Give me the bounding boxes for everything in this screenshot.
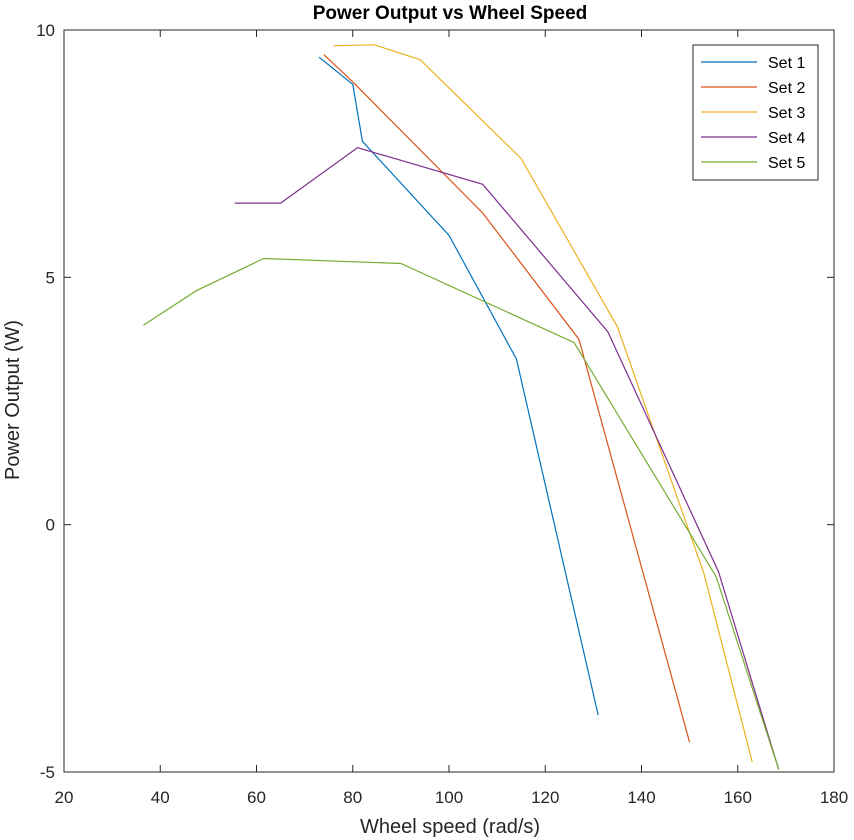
y-tick-label: -5 (40, 763, 55, 782)
x-tick-label: 80 (343, 788, 362, 807)
x-tick-label: 160 (724, 788, 752, 807)
series-line-set-2 (323, 54, 691, 743)
ticks-group: 20 40 60 80 100 120 140 160 180 -5 0 5 10 (36, 21, 848, 807)
legend-label-set-3: Set 3 (768, 105, 805, 122)
legend-label-set-2: Set 2 (768, 80, 805, 97)
y-axis-label: Power Output (W) (2, 320, 24, 480)
series-line-set-4 (234, 147, 780, 770)
series-group (143, 44, 780, 770)
plot-area: 20 40 60 80 100 120 140 160 180 -5 0 5 10 Set 1 Set 2… (36, 21, 848, 807)
y-tick-label: 5 (46, 268, 55, 287)
series-line-set-1 (318, 56, 599, 716)
x-tick-label: 100 (435, 788, 463, 807)
legend-label-set-1: Set 1 (768, 55, 805, 72)
x-tick-label: 40 (151, 788, 170, 807)
x-tick-label: 120 (531, 788, 559, 807)
x-tick-label: 60 (247, 788, 266, 807)
legend: Set 1 Set 2 Set 3 Set 4 Set 5 (692, 44, 819, 181)
series-line-set-5 (143, 257, 780, 770)
series-line-set-3 (333, 44, 753, 763)
x-tick-label: 20 (55, 788, 74, 807)
legend-label-set-4: Set 4 (768, 130, 805, 147)
y-tick-label: 0 (46, 516, 55, 535)
x-tick-label: 180 (820, 788, 848, 807)
x-axis-label: Wheel speed (rad/s) (360, 816, 540, 838)
chart-title: Power Output vs Wheel Speed (313, 3, 588, 24)
legend-label-set-5: Set 5 (768, 155, 805, 172)
y-tick-label: 10 (36, 21, 55, 40)
x-tick-label: 140 (627, 788, 655, 807)
